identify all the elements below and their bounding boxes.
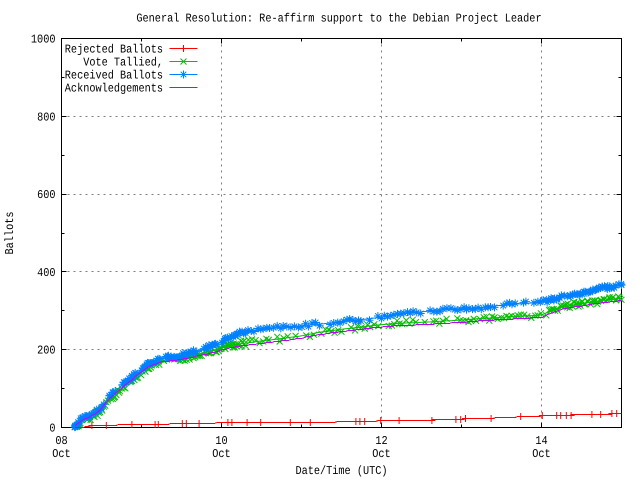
svg-text:200: 200 — [37, 344, 55, 358]
svg-text:Acknowledgements: Acknowledgements — [65, 82, 163, 96]
svg-text:Rejected Ballots: Rejected Ballots — [65, 43, 163, 57]
svg-text:10: 10 — [215, 434, 227, 448]
svg-text:Oct: Oct — [212, 447, 230, 461]
svg-text:800: 800 — [37, 110, 55, 124]
svg-text:08: 08 — [55, 434, 67, 448]
svg-text:1000: 1000 — [31, 33, 56, 47]
svg-text:Date/Time (UTC): Date/Time (UTC) — [295, 464, 387, 478]
svg-text:14: 14 — [535, 434, 547, 448]
svg-text:Oct: Oct — [52, 447, 70, 461]
svg-text:400: 400 — [37, 266, 55, 280]
svg-text:Oct: Oct — [372, 447, 390, 461]
svg-text:0: 0 — [49, 422, 55, 436]
svg-text:General Resolution: Re-affirm: General Resolution: Re-affirm support to… — [136, 12, 541, 26]
svg-text:600: 600 — [37, 188, 55, 202]
svg-text:Vote Tallied,: Vote Tallied, — [83, 56, 163, 70]
svg-text:Ballots: Ballots — [3, 212, 17, 255]
svg-text:Received Ballots: Received Ballots — [65, 69, 163, 83]
svg-text:12: 12 — [375, 434, 387, 448]
svg-text:Oct: Oct — [532, 447, 550, 461]
